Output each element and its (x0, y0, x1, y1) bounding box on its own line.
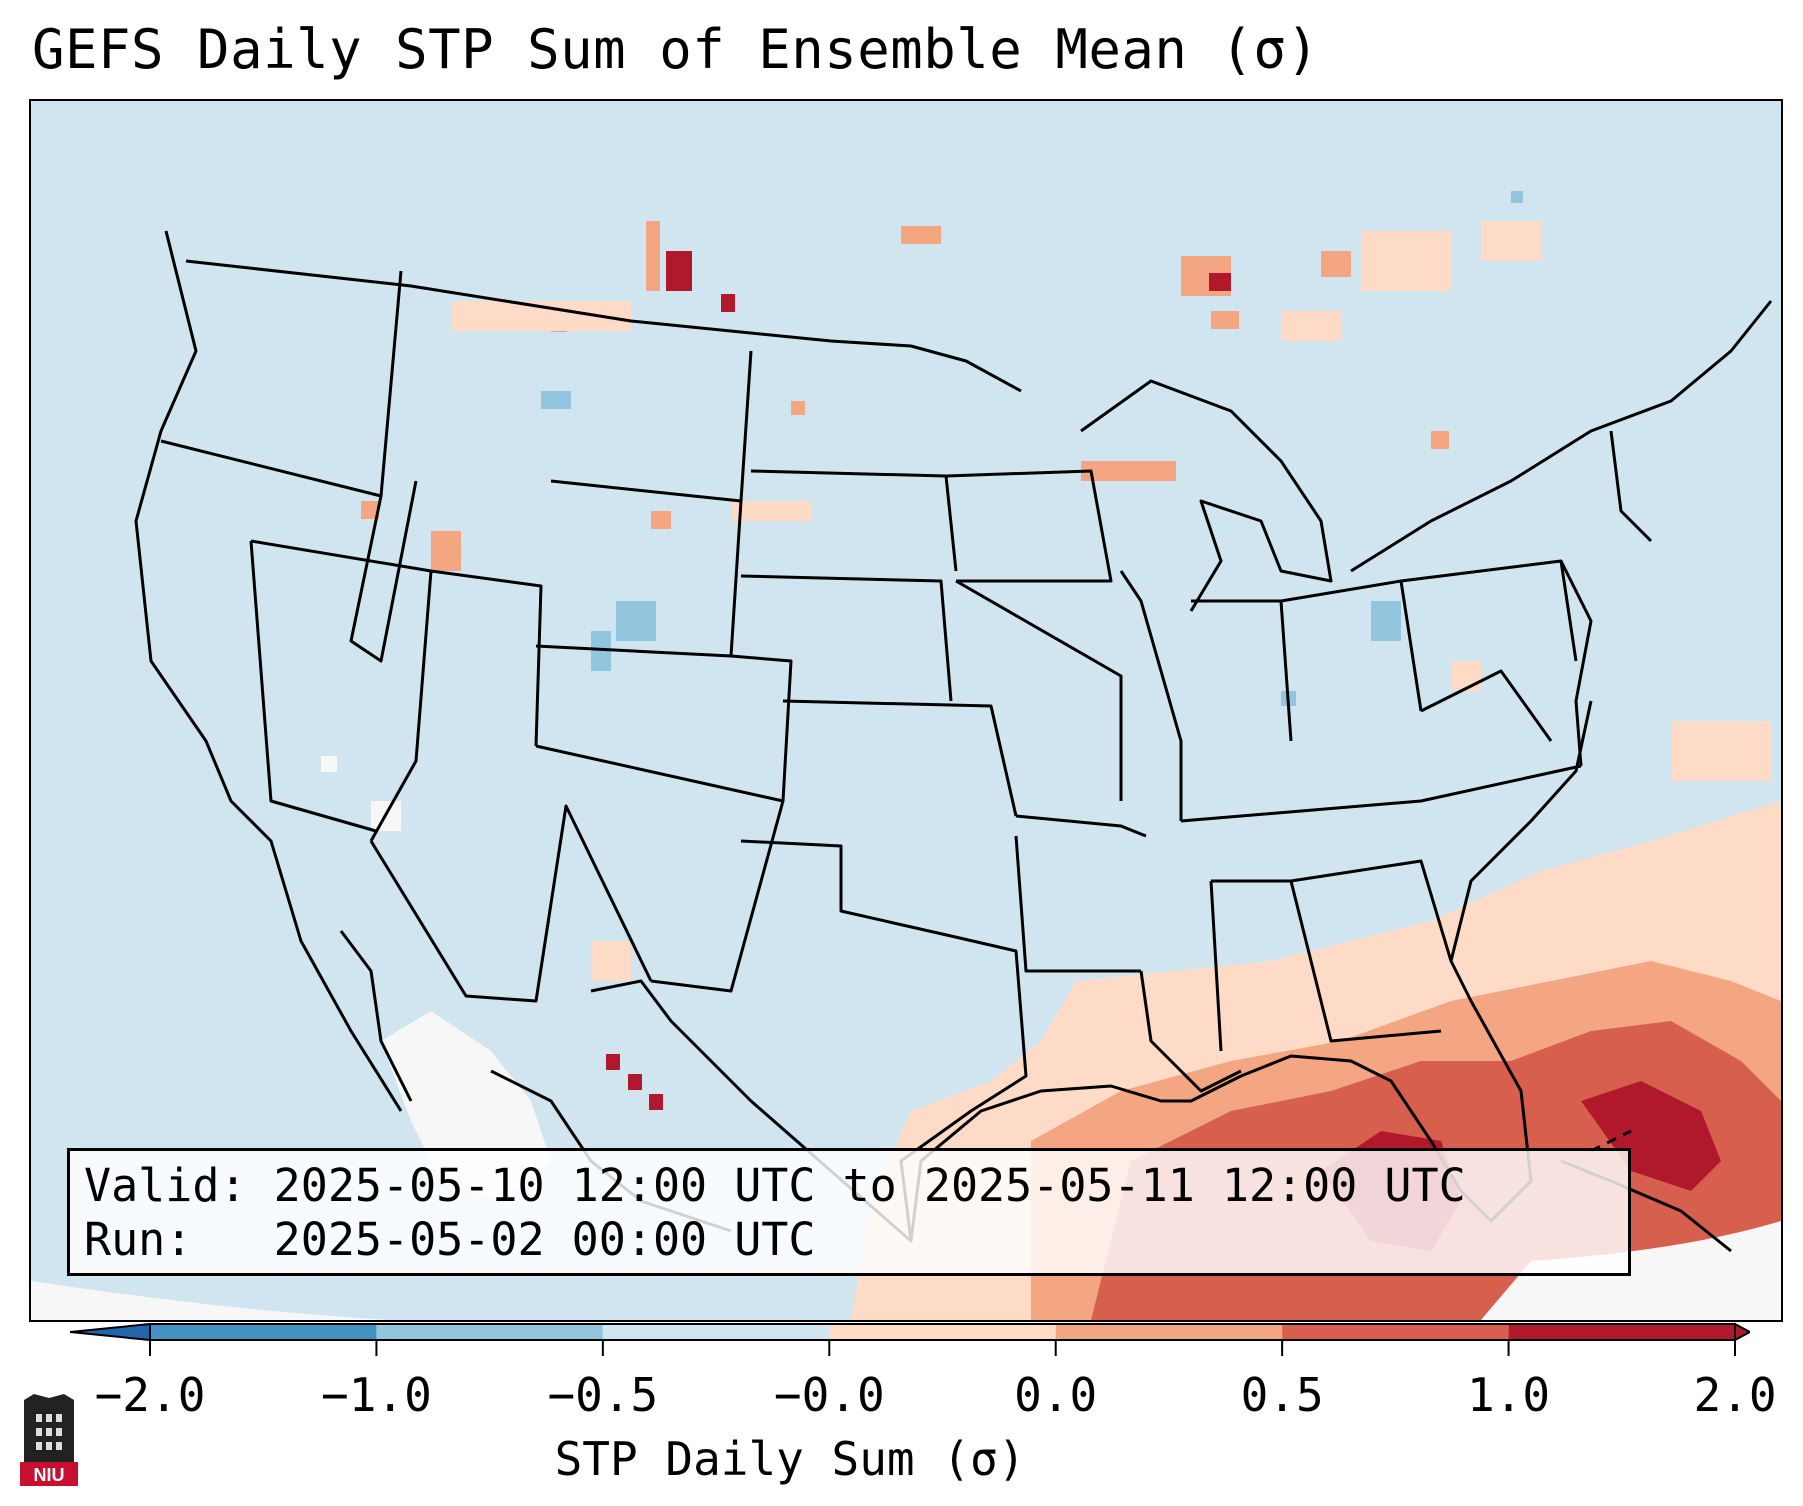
validity-info-box: Valid: 2025-05-10 12:00 UTC to 2025-05-1… (67, 1148, 1631, 1276)
positive-anomaly-extreme-caribbean (1581, 1081, 1721, 1191)
great-lakes-coast (1080, 379, 1333, 612)
colorbar-segment (150, 1324, 377, 1340)
colorbar-extend-low (70, 1322, 151, 1342)
colorbar-segment (602, 1324, 830, 1340)
colorbar-tick-label: −0.0 (773, 1368, 885, 1422)
map-canvas (31, 191, 1781, 1320)
colorbar-tick-label: −0.5 (547, 1368, 659, 1422)
scattered-strong-pixels (606, 251, 1231, 1110)
colorbar-segments (149, 1323, 1736, 1341)
colorbar-segment (829, 1324, 1056, 1340)
colorbar-tick-label: −1.0 (321, 1368, 432, 1422)
run-time-line: Run: 2025-05-02 00:00 UTC (84, 1213, 816, 1266)
political-boundaries (134, 230, 1773, 1253)
colorbar-tick-label: 2.0 (1693, 1368, 1777, 1422)
colorbar (70, 1322, 1750, 1356)
logo-banner (20, 1462, 78, 1486)
map-panel (29, 99, 1783, 1322)
colorbar-extend-high (1734, 1322, 1750, 1342)
us-canada-border (185, 259, 1022, 393)
niu-logo: NIU (20, 1394, 78, 1486)
logo-text: NIU (34, 1465, 65, 1485)
colorbar-segment (1508, 1324, 1735, 1340)
colorbar-tick-label: 1.0 (1467, 1368, 1551, 1422)
colorbar-segment (1282, 1324, 1509, 1340)
valid-time-line: Valid: 2025-05-10 12:00 UTC to 2025-05-1… (84, 1159, 1466, 1212)
pacific-coastline (134, 230, 403, 1112)
chart-title: GEFS Daily STP Sum of Ensemble Mean (σ) (32, 18, 1320, 81)
scattered-positive-pixels (361, 221, 1449, 571)
colorbar-tick-label: −2.0 (94, 1368, 206, 1422)
negative-anomaly-pixels (541, 191, 1523, 706)
colorbar-tick-label: 0.0 (1014, 1368, 1098, 1422)
colorbar-segment (376, 1324, 603, 1340)
gulf-coastline (909, 700, 1593, 1242)
colorbar-tick-label: 0.5 (1240, 1368, 1324, 1422)
colorbar-segment (1055, 1324, 1283, 1340)
colorbar-ticks (149, 1340, 1736, 1356)
texas-outline (590, 839, 1028, 1243)
colorbar-label: STP Daily Sum (σ) (554, 1432, 1026, 1486)
